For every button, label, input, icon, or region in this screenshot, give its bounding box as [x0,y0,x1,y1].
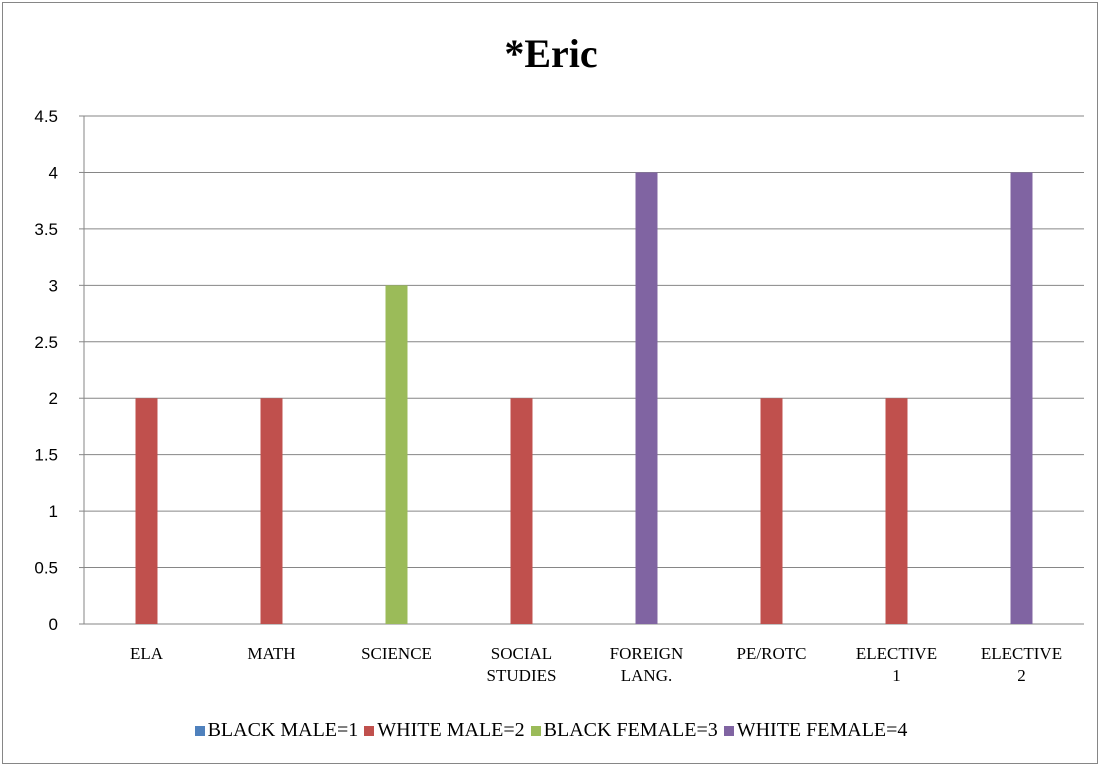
bar-white-male-2-1 [260,398,283,624]
legend-swatch [530,725,541,736]
y-tick-label: 3.5 [34,220,58,239]
bar-white-male-2-3 [510,398,533,624]
legend-item: WHITE FEMALE=4 [723,719,908,742]
legend-label: BLACK MALE=1 [207,719,359,741]
x-tick-label: ELECTIVE [856,644,937,663]
bar-white-male-2-6 [885,398,908,624]
x-tick-label: SCIENCE [361,644,432,663]
y-tick-label: 4 [49,163,58,182]
x-tick-label: 2 [1017,666,1026,685]
legend-label: WHITE MALE=2 [377,719,525,741]
bar-black-female-3-2 [385,285,408,624]
x-tick-label: STUDIES [487,666,557,685]
legend-label: WHITE FEMALE=4 [736,719,908,741]
y-tick-label: 1.5 [34,446,58,465]
x-tick-label: 1 [892,666,901,685]
legend-item: WHITE MALE=2 [364,719,525,742]
x-tick-label: SOCIAL [491,644,552,663]
bar-white-male-2-0 [135,398,158,624]
chart-title: *Eric [504,31,598,76]
legend-label: BLACK FEMALE=3 [543,719,718,741]
legend-item: BLACK MALE=1 [194,719,359,742]
y-tick-label: 0 [49,615,58,634]
bar-white-male-2-5 [760,398,783,624]
y-tick-label: 3 [49,276,58,295]
bar-white-female-4-7 [1010,172,1033,624]
x-tick-label: PE/ROTC [737,644,807,663]
y-tick-label: 2 [49,389,58,408]
legend-swatch [364,725,375,736]
x-tick-label: ELA [130,644,164,663]
legend-swatch [723,725,734,736]
y-tick-label: 0.5 [34,559,58,578]
x-tick-label: FOREIGN [610,644,684,663]
y-tick-label: 4.5 [34,107,58,126]
x-tick-label: ELECTIVE [981,644,1062,663]
y-tick-label: 1 [49,502,58,521]
legend-item: BLACK FEMALE=3 [530,719,718,742]
chart-legend: BLACK MALE=1 WHITE MALE=2 BLACK FEMALE=3 WH… [0,719,1102,742]
legend-swatch [194,725,205,736]
x-tick-label: LANG. [621,666,672,685]
x-tick-label: MATH [247,644,295,663]
bar-white-female-4-4 [635,172,658,624]
y-tick-label: 2.5 [34,333,58,352]
